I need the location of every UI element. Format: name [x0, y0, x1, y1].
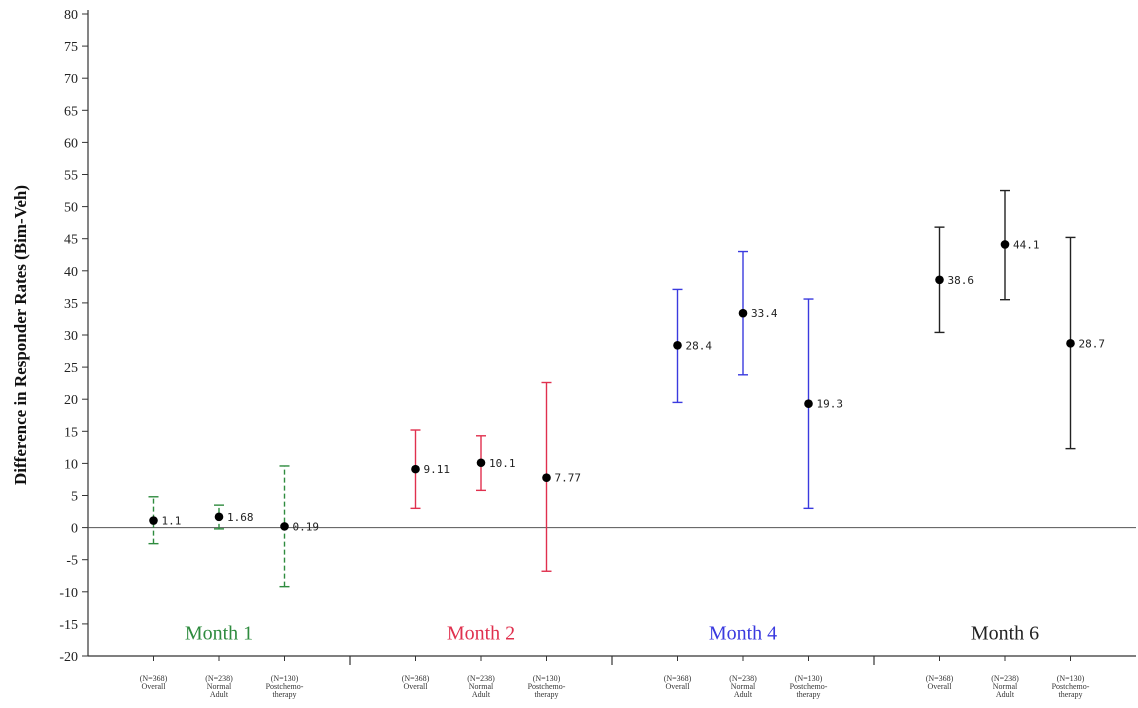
data-label: 1.1	[162, 515, 182, 528]
data-point	[542, 473, 551, 483]
data-point	[1066, 339, 1075, 348]
category-label: Postchemo-	[266, 682, 304, 691]
category-label: (N=238)	[991, 674, 1019, 683]
category-label: therapy	[273, 690, 297, 699]
y-tick-label: 30	[64, 329, 78, 344]
y-tick-label: 20	[64, 393, 78, 408]
y-tick-label: 0	[71, 522, 78, 537]
data-point	[738, 308, 748, 318]
y-tick-label: 40	[64, 265, 78, 280]
y-tick-label: 70	[64, 72, 78, 87]
group-label: Month 1	[185, 623, 253, 645]
category-label: Overall	[666, 682, 691, 691]
y-axis-label: Difference in Responder Rates (Bim-Veh)	[11, 185, 30, 485]
y-tick-label: 45	[64, 233, 78, 248]
category-label: (N=130)	[1057, 674, 1085, 683]
category-label: (N=368)	[140, 674, 168, 683]
y-tick-label: 10	[64, 457, 78, 472]
group-label: Month 6	[971, 623, 1039, 645]
y-tick-label: 80	[64, 8, 78, 23]
group-month-6: 38.6 (N=368)Overall 44.1 (N=238)NormalAdult…	[926, 189, 1106, 699]
y-tick-label: 55	[64, 169, 78, 184]
y-tick-label: -20	[59, 650, 78, 665]
y-tick-label: 50	[64, 201, 78, 216]
data-label: 1.68	[227, 511, 254, 524]
category-label: Postchemo-	[528, 682, 566, 691]
y-tick-label: 65	[64, 104, 78, 119]
data-label: 28.7	[1079, 337, 1106, 350]
data-point	[673, 340, 682, 350]
category-label: (N=130)	[271, 674, 299, 683]
data-label: 9.11	[424, 463, 451, 476]
data-label: 19.3	[817, 398, 844, 411]
category-label: Normal	[993, 682, 1018, 691]
data-point	[411, 464, 420, 474]
data-point	[476, 458, 486, 468]
y-axis: -20 -15 -10 -5 0 5 10 15 20 25 30 35 40 45 50 55 60 65 70 7…	[59, 8, 89, 665]
category-label: Normal	[207, 682, 232, 691]
data-point	[935, 275, 944, 285]
data-label: 7.77	[555, 472, 582, 485]
y-tick-label: 75	[64, 40, 78, 55]
category-label: Adult	[734, 690, 753, 699]
y-tick-label: -5	[66, 554, 78, 569]
y-tick-label: 5	[71, 490, 78, 505]
plot-groups: 1.1(N=368)Overall1.68(N=238)NormalAdult0…	[140, 189, 1106, 699]
category-label: Postchemo-	[790, 682, 828, 691]
data-point	[280, 522, 289, 531]
category-label: Normal	[731, 682, 756, 691]
category-label: (N=368)	[926, 674, 954, 683]
category-label: Overall	[928, 682, 953, 691]
data-point	[214, 512, 224, 522]
group-label: Month 4	[709, 623, 777, 645]
data-point	[804, 399, 813, 408]
data-point	[149, 516, 158, 525]
category-label: Overall	[404, 682, 429, 691]
category-label: therapy	[797, 690, 821, 699]
data-label: 38.6	[948, 274, 975, 287]
category-label: (N=368)	[402, 674, 430, 683]
group-month-4: 28.4 (N=368)Overall 33.4 (N=238)NormalAdult…	[664, 250, 844, 699]
x-axis	[88, 655, 1136, 665]
category-label: Overall	[142, 682, 167, 691]
y-tick-label: 15	[64, 425, 78, 440]
data-label: 44.1	[1013, 238, 1040, 251]
y-tick-label: 25	[64, 361, 78, 376]
category-label: Adult	[472, 690, 491, 699]
category-label: Adult	[210, 690, 229, 699]
category-label: therapy	[535, 690, 559, 699]
category-label: (N=238)	[205, 674, 233, 683]
data-point	[1000, 240, 1010, 249]
y-tick-label: -10	[59, 586, 78, 601]
group-label: Month 2	[447, 623, 515, 645]
category-label: Postchemo-	[1052, 682, 1090, 691]
data-label: 28.4	[686, 339, 713, 352]
category-label: (N=238)	[467, 674, 495, 683]
y-tick-label: 35	[64, 297, 78, 312]
category-label: (N=238)	[729, 674, 757, 683]
category-label: Normal	[469, 682, 494, 691]
category-label: (N=130)	[795, 674, 823, 683]
data-label: 33.4	[751, 307, 778, 320]
category-label: Adult	[996, 690, 1015, 699]
category-label: (N=130)	[533, 674, 561, 683]
group-month-2: 9.11 (N=368)Overall 10.1 (N=238)NormalAdult…	[402, 381, 582, 699]
category-label: therapy	[1059, 690, 1083, 699]
y-tick-label: -15	[59, 618, 78, 633]
data-label: 0.19	[293, 520, 320, 533]
category-label: (N=368)	[664, 674, 692, 683]
data-label: 10.1	[489, 457, 516, 470]
y-tick-label: 60	[64, 136, 78, 151]
